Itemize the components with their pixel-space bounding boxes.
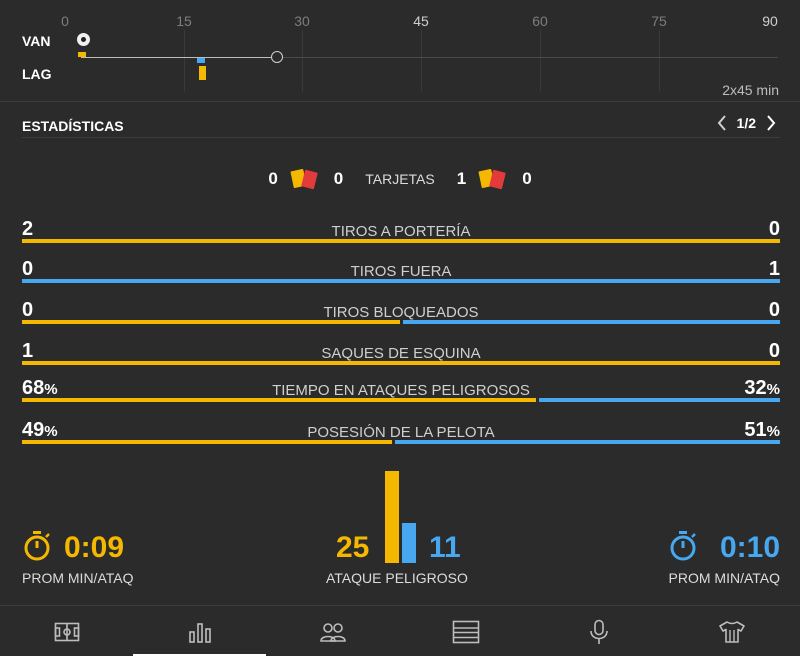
nav-stats[interactable] — [133, 606, 266, 656]
pitch-icon — [54, 622, 79, 641]
stat-away-value: 51% — [744, 419, 780, 441]
stat-away-bar — [395, 440, 780, 444]
stat-row: 49% POSESIÓN DE LA PELOTA 51% — [22, 419, 780, 455]
stat-home-value: 49% — [22, 419, 58, 441]
home-event-marker — [78, 52, 86, 57]
microphone-icon — [589, 619, 608, 644]
stat-row: 0 TIROS BLOQUEADOS 0 — [22, 299, 780, 335]
stat-home-bar — [22, 440, 392, 444]
goal-ball-icon — [77, 33, 90, 46]
yellow-card-event-marker — [199, 66, 206, 80]
away-red-count: 0 — [522, 169, 532, 188]
match-duration: 2x45 min — [722, 82, 779, 98]
nav-lineups[interactable] — [266, 606, 399, 656]
timeline-track — [81, 57, 778, 58]
stat-label: POSESIÓN DE LA PELOTA — [307, 424, 495, 441]
home-team-code: VAN — [22, 33, 51, 49]
away-team-code: LAG — [22, 66, 52, 82]
dangerous-home-bar — [385, 471, 399, 563]
stat-away-bar — [403, 320, 780, 324]
stat-row: 0 TIROS FUERA 1 — [22, 258, 780, 294]
dangerous-away-value: 11 — [429, 531, 461, 564]
stats-icon — [188, 622, 211, 643]
cards-label: TARJETAS — [365, 171, 435, 187]
stat-away-value: 32% — [744, 377, 780, 399]
cards-icon — [288, 167, 324, 191]
stat-row: 2 TIROS A PORTERÍA 0 — [22, 218, 780, 254]
stat-home-value: 0 — [22, 258, 34, 280]
tick-45: 45 — [413, 13, 429, 29]
chevron-left-icon[interactable] — [713, 111, 731, 135]
standings-icon — [452, 620, 479, 643]
lineups-icon — [319, 622, 346, 642]
tick-30: 30 — [294, 13, 310, 29]
timeline-progress — [81, 57, 277, 58]
stat-label: TIROS A PORTERÍA — [331, 223, 471, 240]
divider — [0, 101, 800, 102]
chevron-right-icon[interactable] — [762, 111, 780, 135]
stat-home-value: 0 — [22, 299, 34, 321]
dangerous-away-bar — [402, 523, 416, 563]
stat-away-value: 0 — [768, 340, 780, 362]
stat-row: 68% TIEMPO EN ATAQUES PELIGROSOS 32% — [22, 377, 780, 413]
stat-away-value: 1 — [768, 258, 780, 280]
stat-home-value: 2 — [22, 218, 34, 240]
gridline — [421, 30, 422, 92]
cards-icon — [476, 167, 512, 191]
dangerous-home-value: 25 — [336, 531, 370, 564]
nav-standings[interactable] — [399, 606, 532, 656]
tick-0: 0 — [61, 13, 69, 29]
stat-home-bar — [22, 239, 780, 243]
gridline — [540, 30, 541, 92]
stat-away-bar — [22, 279, 780, 283]
stat-away-value: 0 — [768, 299, 780, 321]
home-red-count: 0 — [333, 169, 344, 188]
stat-home-bar — [22, 398, 536, 402]
nav-commentary[interactable] — [532, 606, 665, 656]
match-timeline: 0 15 30 45 60 75 90 VAN LAG 2x45 min — [0, 0, 800, 101]
timeline-current-marker — [270, 51, 283, 63]
stopwatch-icon — [668, 530, 698, 567]
page-indicator: 1/2 — [736, 115, 756, 131]
away-avg-label: PROM MIN/ATAQ — [668, 570, 780, 586]
dangerous-attack-label: ATAQUE PELIGROSO — [326, 570, 468, 586]
tick-15: 15 — [176, 13, 192, 29]
cards-row: 0 0 TARJETAS 1 0 — [0, 166, 800, 192]
nav-pitch[interactable] — [0, 606, 133, 656]
stat-label: TIROS FUERA — [350, 263, 452, 280]
stat-home-value: 1 — [22, 340, 34, 362]
stat-home-bar — [22, 320, 400, 324]
stat-home-bar — [22, 361, 780, 365]
stats-pager: 1/2 — [713, 111, 780, 135]
stopwatch-icon — [22, 530, 52, 567]
away-avg-time: 0:10 — [719, 531, 780, 564]
bottom-nav — [0, 605, 800, 656]
stats-section-title: ESTADÍSTICAS — [22, 118, 124, 134]
tick-75: 75 — [651, 13, 667, 29]
shirt-icon — [718, 620, 745, 643]
divider — [22, 137, 780, 138]
shot-event-marker — [197, 58, 205, 63]
stat-home-value: 68% — [22, 377, 58, 399]
stat-row: 1 SAQUES DE ESQUINA 0 — [22, 340, 780, 376]
tick-60: 60 — [532, 13, 548, 29]
away-yellow-count: 1 — [456, 169, 467, 188]
home-avg-time: 0:09 — [64, 531, 125, 564]
stat-label: TIEMPO EN ATAQUES PELIGROSOS — [272, 382, 530, 399]
home-yellow-count: 0 — [268, 169, 278, 188]
stat-label: TIROS BLOQUEADOS — [323, 304, 479, 321]
stat-label: SAQUES DE ESQUINA — [321, 345, 481, 362]
gridline — [659, 30, 660, 92]
gridline — [302, 30, 303, 92]
stat-away-bar — [539, 398, 780, 402]
gridline — [184, 30, 185, 92]
home-avg-label: PROM MIN/ATAQ — [22, 570, 134, 586]
nav-kits[interactable] — [665, 606, 798, 656]
stat-away-value: 0 — [768, 218, 780, 240]
tick-90: 90 — [762, 13, 778, 29]
